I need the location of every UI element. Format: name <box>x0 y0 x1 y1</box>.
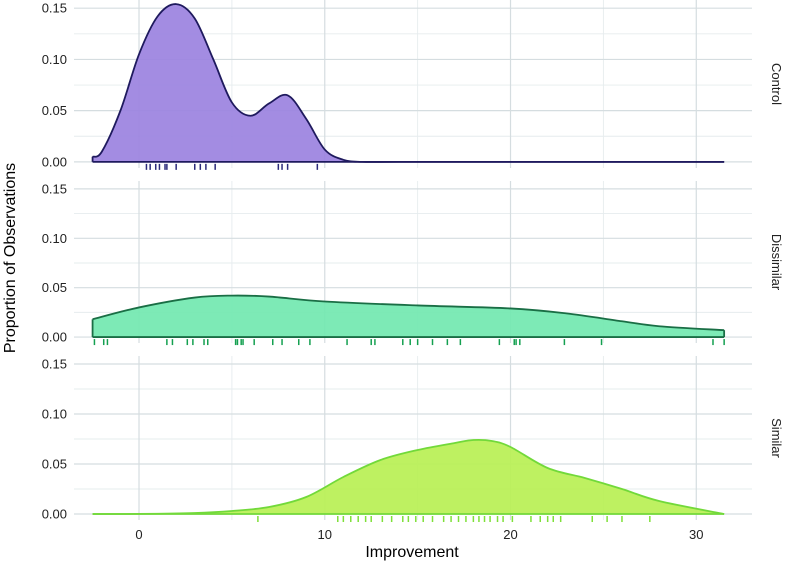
y-tick-label: 0.15 <box>42 357 67 372</box>
x-tick-label: 30 <box>689 527 703 542</box>
y-tick-label: 0.15 <box>42 1 67 16</box>
panels: 0.00 0.05 0.10 0.15 Control 0.00 0.05 0.10 0.15 D… <box>42 0 784 542</box>
density-line <box>92 294 725 332</box>
facet-panel-control: 0.00 0.05 0.10 0.15 Control <box>42 0 784 170</box>
density-area <box>92 4 725 163</box>
x-axis-title: Improvement <box>365 544 459 561</box>
x-tick-label: 10 <box>318 527 332 542</box>
y-tick-label: 0.10 <box>42 52 67 67</box>
y-axis-title: Proportion of Observations <box>2 163 19 353</box>
y-tick-label: 0.00 <box>42 330 67 345</box>
facet-strip-label: Similar <box>769 418 784 458</box>
x-tick-label: 0 <box>135 527 142 542</box>
facet-panel-similar: 0.00 0.05 0.10 0.15 Similar <box>42 356 784 522</box>
y-tick-label: 0.10 <box>42 231 67 246</box>
facet-strip-label: Dissimilar <box>769 234 784 291</box>
density-line <box>92 438 725 515</box>
y-tick-label: 0.00 <box>42 507 67 522</box>
y-tick-label: 0.05 <box>42 280 67 295</box>
y-tick-label: 0.00 <box>42 154 67 169</box>
x-tick-label: 20 <box>503 527 517 542</box>
y-tick-label: 0.05 <box>42 457 67 472</box>
y-tick-label: 0.15 <box>42 181 67 196</box>
y-tick-label: 0.05 <box>42 103 67 118</box>
facet-panel-dissimilar: 0.00 0.05 0.10 0.15 Dissimilar <box>42 181 784 346</box>
density-area <box>92 439 725 515</box>
facet-strip-label: Control <box>769 63 784 105</box>
y-tick-label: 0.10 <box>42 407 67 422</box>
density-area <box>92 295 725 338</box>
